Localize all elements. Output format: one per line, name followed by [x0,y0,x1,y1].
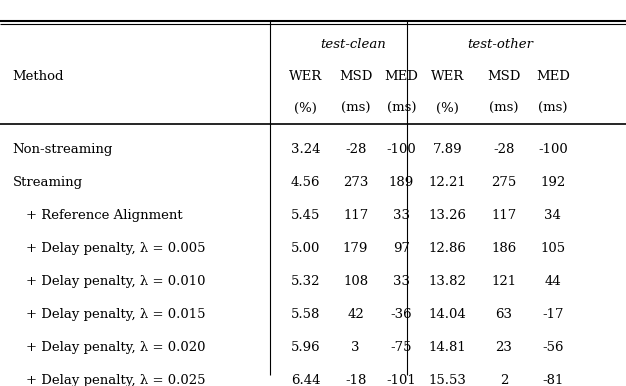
Text: 13.82: 13.82 [429,275,466,288]
Text: 179: 179 [343,242,368,255]
Text: 44: 44 [545,275,561,288]
Text: -101: -101 [386,374,416,386]
Text: 3: 3 [351,341,360,354]
Text: test-other: test-other [467,39,533,51]
Text: 5.32: 5.32 [290,275,321,288]
Text: MSD: MSD [339,70,372,83]
Text: 63: 63 [495,308,513,321]
Text: -28: -28 [345,143,366,156]
Text: 33: 33 [393,209,410,222]
Text: 14.04: 14.04 [429,308,466,321]
Text: 34: 34 [545,209,561,222]
Text: MED: MED [536,70,570,83]
Text: -100: -100 [538,143,568,156]
Text: 121: 121 [491,275,516,288]
Text: 5.58: 5.58 [291,308,320,321]
Text: (ms): (ms) [489,102,519,115]
Text: 108: 108 [343,275,368,288]
Text: 23: 23 [496,341,512,354]
Text: + Delay penalty, λ = 0.020: + Delay penalty, λ = 0.020 [26,341,206,354]
Text: (%): (%) [294,102,317,115]
Text: WER: WER [289,70,322,83]
Text: 273: 273 [343,176,368,190]
Text: + Delay penalty, λ = 0.015: + Delay penalty, λ = 0.015 [26,308,206,321]
Text: (ms): (ms) [538,102,568,115]
Text: 7.89: 7.89 [433,143,463,156]
Text: + Reference Alignment: + Reference Alignment [26,209,183,222]
Text: WER: WER [431,70,464,83]
Text: 105: 105 [540,242,565,255]
Text: 186: 186 [491,242,516,255]
Text: -36: -36 [391,308,412,321]
Text: 5.45: 5.45 [291,209,320,222]
Text: -17: -17 [542,308,563,321]
Text: Method: Method [13,70,64,83]
Text: -56: -56 [542,341,563,354]
Text: 3.24: 3.24 [290,143,321,156]
Text: Streaming: Streaming [13,176,83,190]
Text: 13.26: 13.26 [429,209,466,222]
Text: 4.56: 4.56 [290,176,321,190]
Text: Non-streaming: Non-streaming [13,143,113,156]
Text: 15.53: 15.53 [429,374,466,386]
Text: -75: -75 [391,341,412,354]
Text: 14.81: 14.81 [429,341,466,354]
Text: 5.96: 5.96 [290,341,321,354]
Text: + Delay penalty, λ = 0.005: + Delay penalty, λ = 0.005 [26,242,206,255]
Text: 117: 117 [491,209,516,222]
Text: 12.86: 12.86 [429,242,466,255]
Text: -28: -28 [493,143,515,156]
Text: 42: 42 [347,308,364,321]
Text: 192: 192 [540,176,565,190]
Text: 33: 33 [393,275,410,288]
Text: 189: 189 [389,176,414,190]
Text: 97: 97 [393,242,410,255]
Text: + Delay penalty, λ = 0.025: + Delay penalty, λ = 0.025 [26,374,206,386]
Text: 117: 117 [343,209,368,222]
Text: (%): (%) [436,102,459,115]
Text: 2: 2 [500,374,508,386]
Text: -100: -100 [386,143,416,156]
Text: MSD: MSD [487,70,521,83]
Text: (ms): (ms) [341,102,371,115]
Text: test-clean: test-clean [320,39,386,51]
Text: 6.44: 6.44 [290,374,321,386]
Text: -81: -81 [542,374,563,386]
Text: -18: -18 [345,374,366,386]
Text: + Delay penalty, λ = 0.010: + Delay penalty, λ = 0.010 [26,275,206,288]
Text: 5.00: 5.00 [291,242,320,255]
Text: 12.21: 12.21 [429,176,466,190]
Text: (ms): (ms) [386,102,416,115]
Text: 275: 275 [491,176,516,190]
Text: MED: MED [384,70,418,83]
